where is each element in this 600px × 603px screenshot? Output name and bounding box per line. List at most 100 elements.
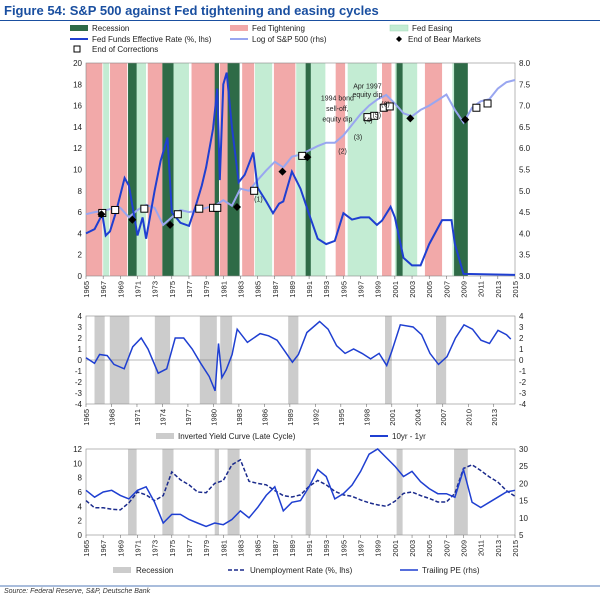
y-tick-label: 2	[78, 517, 83, 526]
x-tick-label: 2015	[511, 540, 520, 557]
y-tick-label: 10	[73, 459, 82, 468]
x-tick-label: 1965	[82, 540, 91, 557]
recession-band	[227, 449, 240, 535]
x-tick-label: 1967	[99, 281, 108, 298]
legend-recession3-label: Recession	[136, 566, 173, 575]
y-tick-label: -3	[75, 389, 83, 398]
x-tick-label: 2001	[391, 540, 400, 557]
y-tick-label: 4	[78, 502, 83, 511]
x-tick-label: 2004	[413, 409, 422, 426]
annotation-label: (4)	[364, 118, 373, 125]
x-tick-label: 2009	[460, 281, 469, 298]
y-tick-label: 0	[78, 272, 83, 281]
correction-marker	[140, 204, 149, 213]
x-tick-label: 2013	[494, 281, 503, 298]
x-tick-label: 1971	[133, 281, 142, 298]
x-tick-label: 1999	[374, 281, 383, 298]
correction-marker	[111, 205, 120, 214]
recession-band	[396, 449, 403, 535]
y-tick-label: 0	[78, 531, 83, 540]
y2-tick-label: 5.5	[519, 166, 531, 175]
y2-tick-label: 8.0	[519, 59, 531, 68]
y-tick-label: 10	[73, 166, 82, 175]
y2-tick-label: 5.0	[519, 187, 531, 196]
easing-band	[347, 63, 377, 276]
y2-tick-label: 1	[519, 345, 524, 354]
y-tick-label: 14	[73, 123, 82, 132]
y-tick-label: 2	[78, 334, 83, 343]
tightening-band	[273, 63, 296, 276]
y-tick-label: 12	[73, 144, 82, 153]
x-tick-label: 1971	[133, 540, 142, 557]
annotation-label: (1)	[254, 196, 263, 203]
x-tick-label: 1989	[288, 540, 297, 557]
y2-tick-label: 3.0	[519, 272, 531, 281]
bear-market-marker	[97, 210, 106, 219]
tightening-band	[424, 63, 443, 276]
bear-market-marker	[303, 153, 312, 162]
recession-band	[128, 449, 137, 535]
x-tick-label: 1973	[151, 540, 160, 557]
x-tick-label: 1998	[362, 409, 371, 426]
bear-market-marker	[233, 202, 242, 211]
x-tick-label: 2015	[511, 281, 520, 298]
y-tick-label: -2	[75, 378, 83, 387]
y2-tick-label: 3.5	[519, 251, 531, 260]
panel2: -4 -4 -3 -3 -2 -2 -1 -1 0 0 1 1 2 2 3 3 4 4 1965 1968 1971 19…	[75, 312, 527, 426]
x-tick-label: 1980	[209, 409, 218, 426]
annotation-label: equity dip	[322, 117, 352, 124]
x-tick-label: 1986	[260, 409, 269, 426]
easing-band	[103, 63, 110, 276]
recession-band	[162, 63, 174, 276]
y2-tick-label: 6.0	[519, 144, 531, 153]
x-tick-label: 1983	[236, 281, 245, 298]
x-tick-label: 1977	[185, 281, 194, 298]
x-tick-label: 1995	[339, 281, 348, 298]
y2-tick-label: -4	[519, 400, 527, 409]
y-tick-label: -1	[75, 367, 83, 376]
x-tick-label: 1989	[288, 281, 297, 298]
x-tick-label: 2007	[442, 281, 451, 298]
x-tick-label: 1992	[311, 409, 320, 426]
bear-market-marker	[406, 114, 415, 123]
bear-market-marker	[461, 115, 470, 124]
figure-title: Figure 54: S&P 500 against Fed tightenin…	[4, 3, 379, 18]
x-tick-label: 1975	[168, 281, 177, 298]
legend-bear-marker	[396, 36, 402, 42]
legend-unemployment-label: Unemployment Rate (%, lhs)	[250, 566, 353, 575]
x-tick-label: 1967	[99, 540, 108, 557]
y2-tick-label: 0	[519, 356, 524, 365]
legend-tightening-label: Fed Tightening	[252, 24, 305, 33]
legend-recession3-swatch	[113, 567, 131, 573]
recession-band	[162, 449, 174, 535]
correction-marker	[370, 111, 379, 120]
annotation-label: 1994 bond	[321, 95, 354, 102]
x-tick-label: 1977	[185, 540, 194, 557]
x-tick-label: 1985	[254, 540, 263, 557]
x-tick-label: 2003	[408, 540, 417, 557]
plot-frame	[85, 448, 516, 536]
recession-band	[396, 63, 403, 276]
x-tick-label: 2010	[464, 409, 473, 426]
x-tick-label: 1969	[116, 281, 125, 298]
y2-tick-label: -1	[519, 367, 527, 376]
x-tick-label: 2003	[408, 281, 417, 298]
x-tick-label: 1993	[322, 281, 331, 298]
x-tick-label: 2011	[477, 281, 486, 297]
x-tick-label: 1969	[116, 540, 125, 557]
x-tick-label: 2001	[388, 409, 397, 426]
tightening-band	[382, 63, 392, 276]
series-10yr-1yr	[85, 320, 512, 392]
correction-marker	[213, 203, 222, 212]
y-tick-label: 6	[78, 208, 83, 217]
annotation-label: (3)	[354, 135, 363, 142]
annotation-label: equity dip	[352, 92, 382, 99]
x-tick-label: 1975	[168, 540, 177, 557]
legend-recession-swatch	[70, 25, 88, 31]
correction-marker	[195, 204, 204, 213]
x-tick-label: 1973	[151, 281, 160, 298]
recession-band	[214, 63, 219, 276]
y-tick-label: 8	[78, 187, 83, 196]
bear-market-marker	[166, 220, 175, 229]
